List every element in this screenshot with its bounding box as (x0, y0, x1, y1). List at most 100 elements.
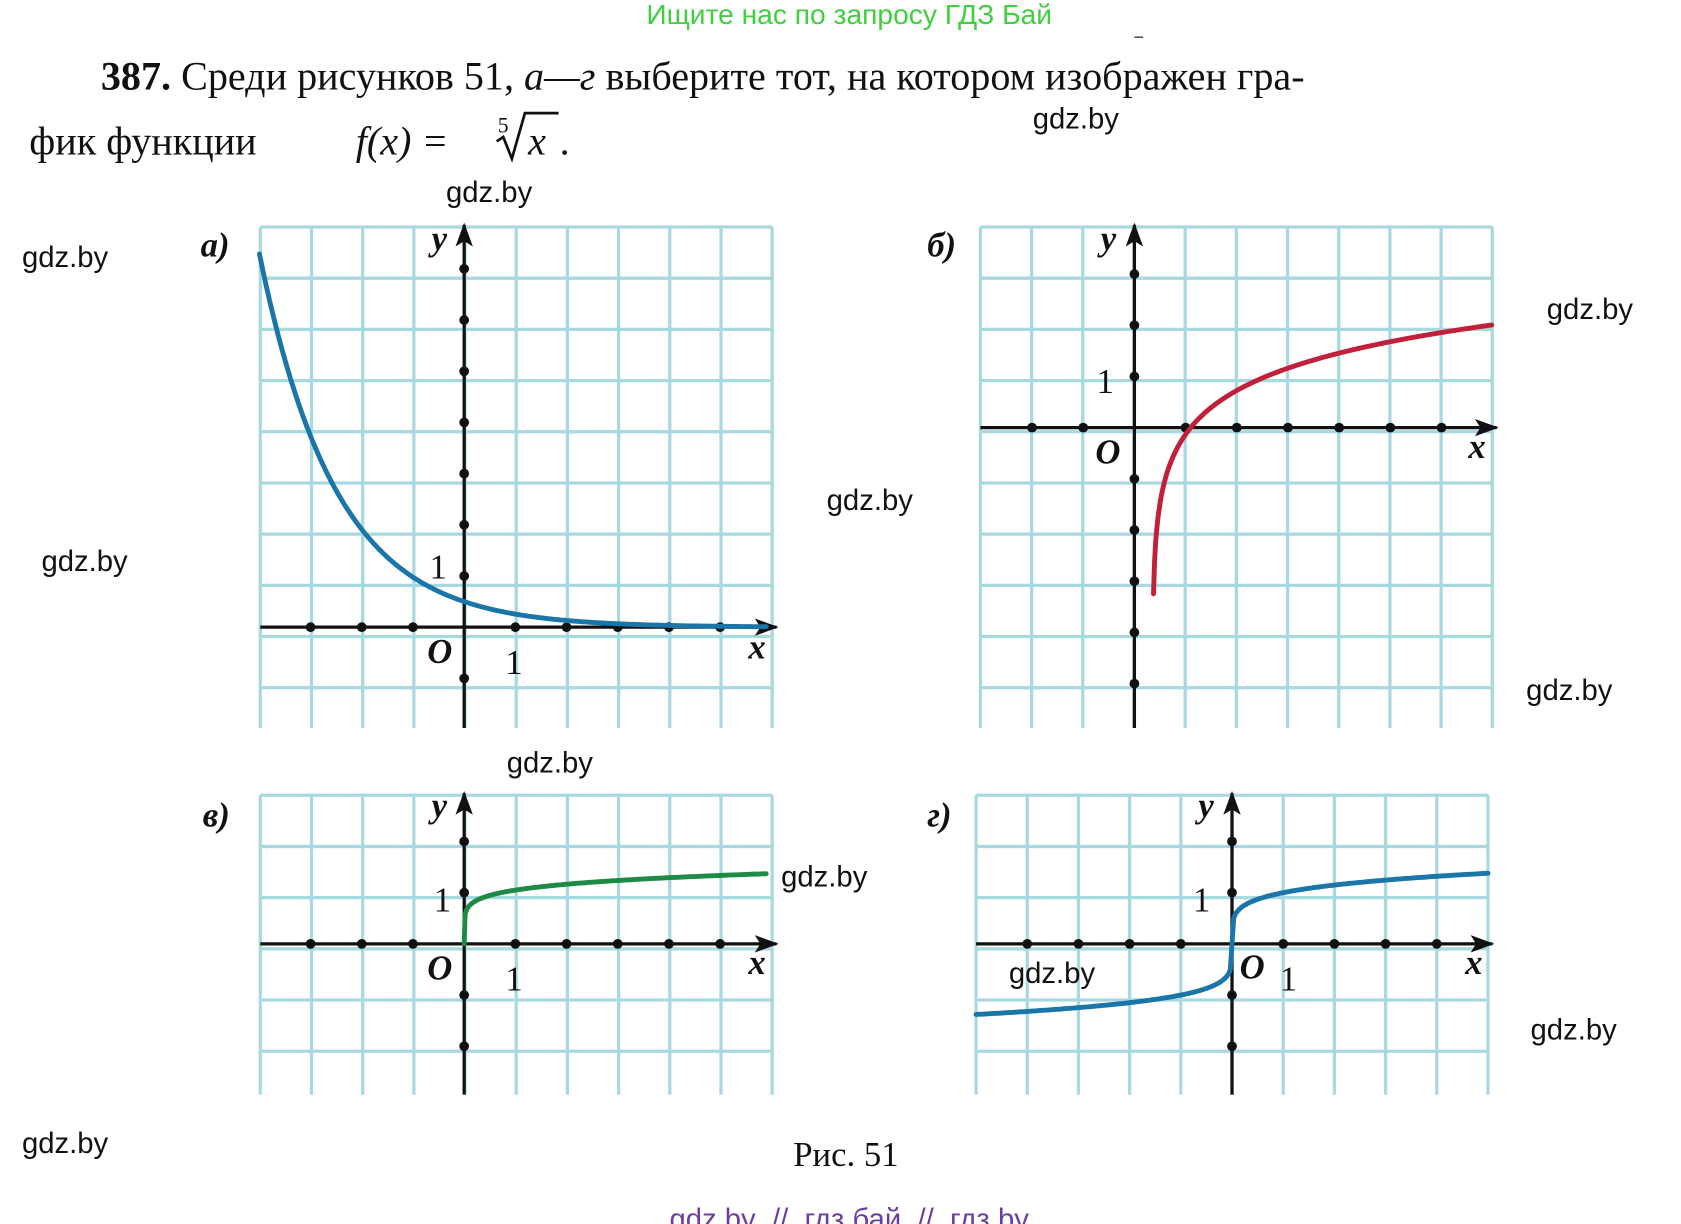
axis-dot (408, 622, 418, 633)
axis-dot (305, 622, 316, 633)
y-label: y (1194, 786, 1214, 825)
radicand: x (527, 118, 546, 163)
axis-dot (1124, 938, 1135, 949)
formula-lhs: f(x) = (356, 118, 449, 163)
function-curve (461, 871, 769, 947)
problem-line2: фик функции (29, 118, 256, 163)
axis-dot (1385, 422, 1396, 433)
arrow (455, 790, 473, 815)
axis-dot (1022, 938, 1033, 949)
axis-dot (1078, 422, 1089, 433)
axis-dot (1129, 525, 1140, 535)
axis-dot (1380, 938, 1391, 949)
watermark: gdz.by (1547, 293, 1634, 326)
axis-dot (459, 1041, 470, 1052)
y-unit: 1 (434, 880, 451, 919)
axis-dot (1027, 422, 1037, 433)
watermark: gdz.by (1009, 957, 1096, 990)
origin: O (427, 632, 452, 671)
watermark: gdz.by (22, 1127, 109, 1160)
watermark: gdz.by (781, 860, 868, 893)
x-unit: 1 (1280, 959, 1297, 998)
caption: Рис. 51 (793, 1135, 898, 1174)
y-unit: 1 (1193, 880, 1210, 919)
label: г) (927, 796, 951, 835)
axis-dot (1129, 371, 1140, 382)
watermark: gdz.by (1033, 102, 1120, 135)
arrow (754, 935, 779, 953)
origin: O (1095, 432, 1120, 471)
axis-dot (459, 263, 470, 274)
arrow (1223, 790, 1241, 815)
axis-dot (459, 571, 470, 581)
axis-dot (1334, 422, 1345, 433)
problem-italic: а—г (524, 53, 595, 98)
axis-dot (561, 938, 572, 949)
problem-text: Среди рисунков 51, (181, 53, 514, 98)
radical-sign (495, 111, 559, 163)
axis-dot (1129, 576, 1140, 587)
watermark: gdz.by (827, 484, 914, 517)
footer: gdz by // гдз бай // гдз by (669, 1203, 1029, 1224)
x-label: x (1464, 943, 1482, 982)
axis-dot (459, 468, 470, 479)
axis-dot (1227, 836, 1237, 847)
axis-dot (1227, 1041, 1237, 1052)
axis-dot (459, 315, 470, 325)
problem-number: 387. (101, 53, 171, 98)
axis-dot (1227, 887, 1237, 898)
arrow (1125, 222, 1144, 247)
axis-dot (1129, 678, 1140, 689)
axis-dot (356, 938, 367, 949)
axis-dot (664, 938, 674, 949)
axis-dot (510, 938, 521, 949)
axis-dot (459, 366, 470, 377)
x-label: x (1467, 427, 1485, 466)
axis-dot (1227, 990, 1237, 1000)
arrow (1470, 935, 1495, 953)
problem-line1: 387. Среди рисунков 51, а—г выберите тот… (101, 53, 1305, 98)
axis-dot (459, 836, 470, 847)
y-label: y (428, 219, 448, 258)
y-label: y (428, 786, 448, 825)
label: а) (201, 225, 230, 264)
origin: O (1240, 948, 1265, 987)
axis-dot (1129, 473, 1140, 484)
arrow (455, 222, 473, 247)
function-curve (256, 251, 769, 630)
x-label: x (747, 628, 765, 667)
watermark: gdz.by (41, 545, 128, 578)
axis-dot (1129, 627, 1140, 638)
y-unit: 1 (1096, 362, 1113, 401)
axis-dot (1175, 938, 1186, 949)
axis-dot (459, 887, 470, 898)
function-curve (973, 870, 1491, 1017)
axis-dot (612, 938, 623, 949)
watermark: gdz.by (1531, 1013, 1618, 1046)
axis-dot (1431, 938, 1442, 949)
axis-dot (459, 990, 470, 1000)
arrow (1474, 418, 1499, 437)
axis-dot (1129, 269, 1140, 279)
y-label: y (1097, 219, 1117, 258)
formula-end: . (560, 118, 570, 163)
axis-dot (305, 938, 316, 949)
axis-dot (1073, 938, 1084, 949)
x-unit: 1 (505, 959, 522, 998)
axis-dot (561, 622, 572, 633)
x-unit: 1 (505, 643, 522, 682)
axis-dot (1329, 938, 1340, 949)
label: б) (927, 225, 956, 264)
axis-dot (356, 622, 367, 633)
y-unit: 1 (429, 547, 446, 586)
label: в) (203, 796, 230, 835)
origin: O (427, 949, 452, 988)
function-curve (1151, 322, 1495, 597)
axis-dot (459, 519, 470, 530)
axis-dot (459, 673, 470, 684)
watermark: gdz.by (1526, 674, 1613, 707)
axis-dot (1278, 938, 1289, 949)
axis-dot (1231, 422, 1242, 433)
axis-dot (1283, 422, 1293, 433)
